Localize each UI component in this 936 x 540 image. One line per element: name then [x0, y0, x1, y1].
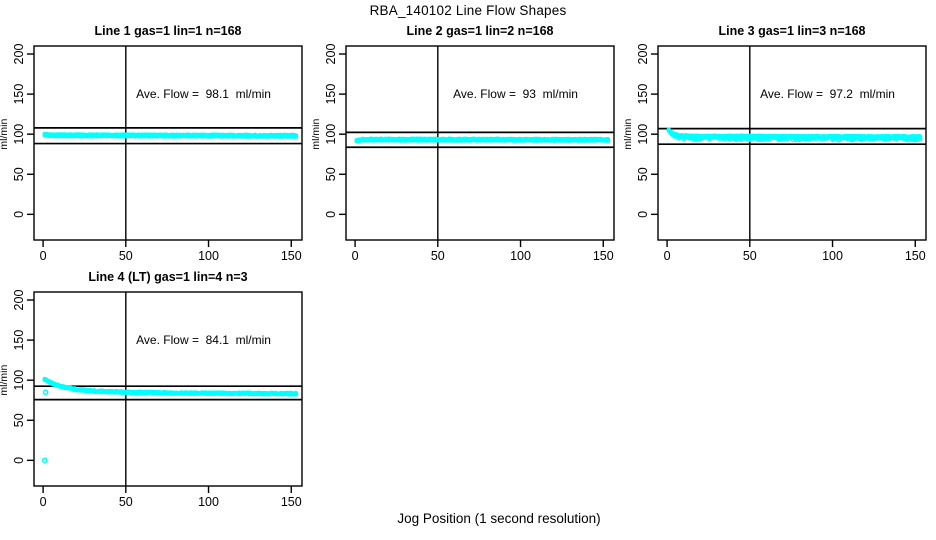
panel-title: Line 1 gas=1 lin=1 n=168: [95, 24, 242, 38]
panel-line-4-plot: Line 4 (LT) gas=1 lin=4 n=3 0 50 100 150 0 50 1…: [0, 270, 303, 509]
plot-box: [345, 45, 615, 241]
panel-line-4: Line 4 (LT) gas=1 lin=4 n=3 0 50 100 150 0 50 1…: [0, 266, 312, 512]
y-tick-label: 200: [12, 290, 26, 311]
data-points: [354, 136, 611, 144]
x-tick-label: 50: [431, 249, 445, 263]
ave-flow-annotation: Ave. Flow = 97.2 ml/min: [760, 87, 895, 101]
y-tick-label: 150: [12, 330, 26, 351]
x-tick-label: 0: [40, 495, 47, 509]
y-tick-label: 50: [12, 167, 26, 181]
y-tick-label: 200: [324, 44, 338, 65]
y-tick-label: 0: [12, 211, 26, 218]
y-tick-label: 50: [636, 167, 650, 181]
y-axis-label: ml/min: [0, 365, 10, 396]
x-tick-label: 150: [905, 249, 926, 263]
y-tick-label: 100: [636, 124, 650, 145]
panel-line-3-plot: Line 3 gas=1 lin=3 n=168 0 50 100 150 0 50 100 1…: [624, 24, 927, 263]
figure-title: RBA_140102 Line Flow Shapes: [369, 3, 567, 18]
data-points: [666, 127, 923, 143]
x-tick-label: 150: [281, 495, 302, 509]
plot-box: [33, 291, 303, 487]
x-tick-label: 0: [40, 249, 47, 263]
x-tick-label: 100: [510, 249, 531, 263]
panel-line-2: Line 2 gas=1 lin=2 n=168 0 50 100 150 0 50 100 1…: [312, 20, 624, 266]
panel-line-3: Line 3 gas=1 lin=3 n=168 0 50 100 150 0 50 100 1…: [624, 20, 936, 266]
y-tick-label: 100: [324, 124, 338, 145]
panel-line-1-plot: Line 1 gas=1 lin=1 n=168 0 50 100 150 0 50 100 1…: [0, 24, 303, 263]
x-tick-label: 0: [664, 249, 671, 263]
x-tick-label: 50: [743, 249, 757, 263]
ave-flow-annotation: Ave. Flow = 98.1 ml/min: [136, 87, 271, 101]
y-tick-label: 50: [324, 167, 338, 181]
y-tick-label: 0: [324, 211, 338, 218]
x-tick-label: 100: [822, 249, 843, 263]
ave-flow-annotation: Ave. Flow = 84.1 ml/min: [136, 333, 271, 347]
y-tick-label: 200: [636, 44, 650, 65]
plot-box: [657, 45, 927, 241]
x-tick-label: 50: [119, 249, 133, 263]
data-points: [41, 376, 299, 464]
panel-line-1: Line 1 gas=1 lin=1 n=168 0 50 100 150 0 50 100 1…: [0, 20, 312, 266]
x-tick-label: 100: [198, 249, 219, 263]
panel-line-2-plot: Line 2 gas=1 lin=2 n=168 0 50 100 150 0 50 100 1…: [312, 24, 615, 263]
x-tick-label: 0: [352, 249, 359, 263]
x-tick-label: 50: [119, 495, 133, 509]
y-axis-label: ml/min: [0, 119, 10, 150]
y-tick-label: 150: [636, 84, 650, 105]
panel-title: Line 4 (LT) gas=1 lin=4 n=3: [88, 270, 247, 284]
x-tick-label: 150: [281, 249, 302, 263]
ave-flow-annotation: Ave. Flow = 93 ml/min: [453, 87, 578, 101]
y-tick-label: 100: [12, 124, 26, 145]
x-tick-label: 150: [593, 249, 614, 263]
panel-title: Line 2 gas=1 lin=2 n=168: [407, 24, 554, 38]
y-tick-label: 150: [324, 84, 338, 105]
y-axis-label: ml/min: [312, 119, 322, 150]
y-tick-label: 0: [12, 457, 26, 464]
y-tick-label: 50: [12, 413, 26, 427]
plot-box: [33, 45, 303, 241]
x-axis-label: Jog Position (1 second resolution): [397, 511, 601, 526]
y-tick-label: 0: [636, 211, 650, 218]
y-tick-label: 100: [12, 370, 26, 391]
x-tick-label: 100: [198, 495, 219, 509]
y-tick-label: 150: [12, 84, 26, 105]
y-axis-label: ml/min: [624, 119, 634, 150]
outlier-point: [41, 457, 48, 464]
panel-title: Line 3 gas=1 lin=3 n=168: [719, 24, 866, 38]
outlier-point: [42, 389, 49, 396]
y-tick-label: 200: [12, 44, 26, 65]
data-points: [42, 131, 299, 139]
